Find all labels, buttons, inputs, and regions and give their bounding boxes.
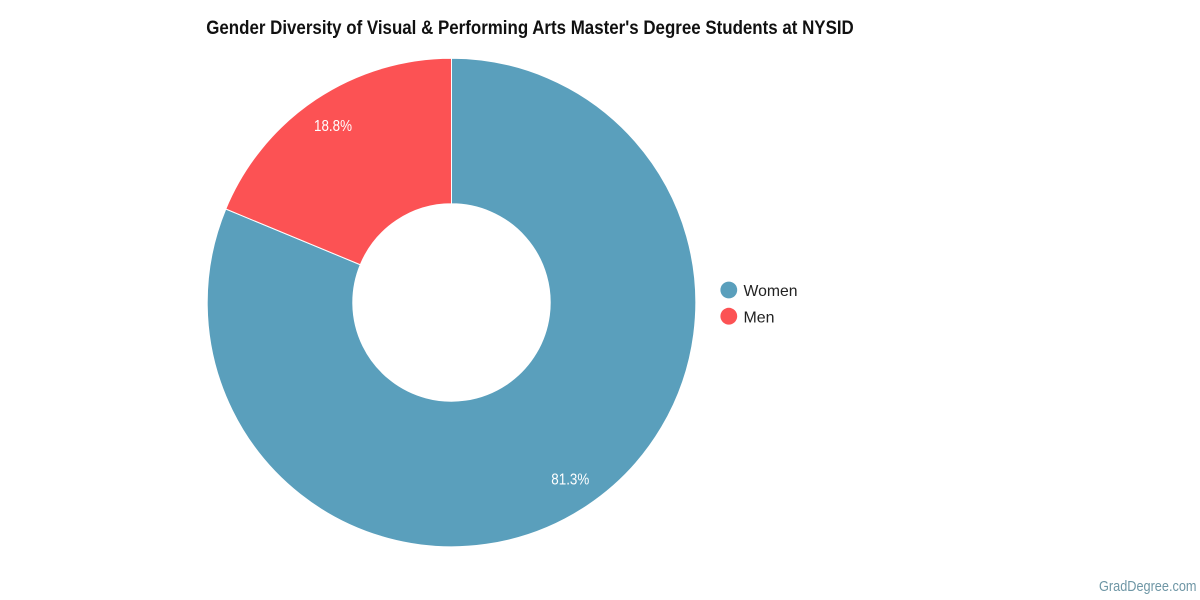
svg-text:81.3%: 81.3% <box>551 472 589 489</box>
svg-text:GradDegree.com: GradDegree.com <box>1099 579 1197 595</box>
svg-text:Gender Diversity of Visual & P: Gender Diversity of Visual & Performing … <box>206 18 854 39</box>
svg-text:Women: Women <box>744 283 798 300</box>
svg-text:Men: Men <box>744 309 775 326</box>
svg-text:18.8%: 18.8% <box>314 118 352 135</box>
